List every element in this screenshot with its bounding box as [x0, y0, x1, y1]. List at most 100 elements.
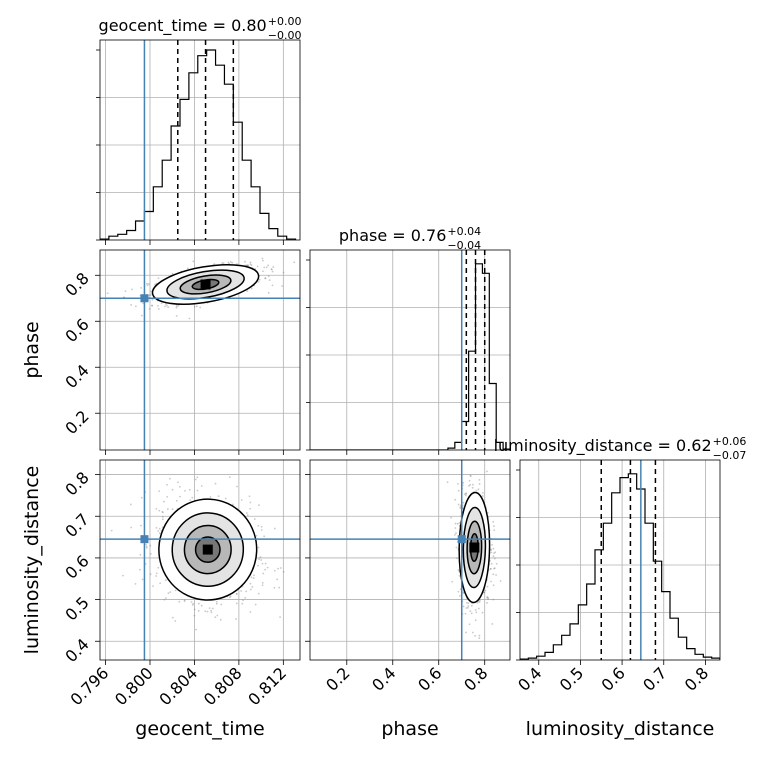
scatter-point	[174, 620, 177, 622]
scatter-point	[467, 606, 469, 609]
scatter-point	[183, 599, 186, 602]
scatter-point	[142, 302, 145, 305]
scatter-point	[465, 631, 467, 634]
scatter-point	[260, 529, 263, 531]
scatter-point	[175, 305, 178, 307]
scatter-point	[265, 266, 268, 269]
scatter-point	[455, 546, 458, 549]
scatter-point	[490, 562, 493, 565]
x-tick-label: 0.5	[556, 663, 587, 694]
scatter-point	[264, 277, 267, 279]
y-tick-label: 0.8	[61, 468, 92, 499]
scatter-point	[462, 591, 465, 594]
density-peak	[200, 279, 211, 290]
scatter-point	[200, 485, 203, 487]
scatter-point	[178, 485, 181, 488]
scatter-point	[267, 264, 270, 267]
scatter-point	[178, 600, 181, 603]
scatter-point	[272, 266, 275, 268]
scatter-point	[219, 618, 222, 621]
scatter-point	[157, 566, 160, 569]
scatter-point	[451, 580, 454, 583]
scatter-point	[193, 305, 196, 308]
scatter-point	[476, 444, 478, 446]
scatter-point	[184, 490, 186, 492]
scatter-point	[235, 593, 238, 595]
scatter-point	[221, 262, 224, 264]
x-tick-label: 0.812	[244, 663, 290, 709]
scatter-point	[257, 564, 259, 567]
scatter-point	[248, 495, 251, 498]
scatter-point	[157, 304, 159, 307]
scatter-point	[214, 616, 217, 619]
scatter-point	[246, 290, 249, 293]
scatter-point	[130, 526, 133, 529]
scatter-point	[457, 482, 459, 485]
scatter-point	[492, 598, 495, 601]
scatter-point	[258, 504, 260, 506]
scatter-point	[258, 558, 260, 561]
scatter-point	[124, 290, 127, 293]
scatter-point	[479, 599, 481, 602]
scatter-point	[150, 293, 152, 296]
scatter-point	[246, 264, 249, 267]
histogram-phase	[310, 263, 510, 450]
scatter-point	[106, 292, 109, 295]
scatter-point	[188, 488, 191, 491]
scatter-point	[490, 551, 493, 554]
scatter-point	[492, 573, 495, 576]
scatter-point	[166, 304, 168, 307]
scatter-point	[148, 307, 151, 310]
joint-phase-luminosity_distance	[310, 444, 510, 660]
scatter-point	[149, 544, 152, 547]
scatter-point	[262, 572, 265, 575]
scatter-point	[161, 510, 164, 513]
scatter-point	[245, 512, 248, 514]
scatter-point	[484, 589, 487, 592]
scatter-point	[260, 525, 263, 528]
scatter-point	[483, 591, 486, 594]
scatter-point	[164, 597, 167, 599]
scatter-point	[162, 511, 164, 514]
scatter-point	[489, 567, 492, 570]
scatter-point	[163, 500, 165, 503]
scatter-point	[490, 549, 492, 551]
scatter-point	[175, 499, 178, 502]
scatter-point	[457, 590, 460, 593]
scatter-point	[158, 532, 161, 535]
scatter-point	[149, 573, 152, 576]
scatter-point	[446, 481, 449, 484]
gridlines	[520, 460, 720, 660]
x-tick-label: 0.796	[67, 663, 113, 709]
scatter-point	[211, 607, 214, 610]
y-tick-label: 0.5	[61, 593, 92, 624]
scatter-point	[146, 284, 149, 287]
scatter-point	[456, 557, 458, 560]
scatter-point	[134, 582, 137, 585]
scatter-point	[210, 611, 213, 614]
scatter-point	[262, 270, 264, 273]
x-tick-label: 0.8	[460, 663, 491, 694]
scatter-point	[476, 602, 479, 604]
scatter-point	[151, 304, 153, 307]
scatter-point	[253, 574, 255, 577]
scatter-point	[222, 262, 225, 265]
scatter-point	[257, 592, 260, 595]
scatter-point	[231, 503, 234, 506]
scatter-point	[258, 278, 261, 281]
panel-title-phase: phase = 0.76	[339, 226, 446, 245]
scatter-point	[145, 546, 148, 549]
scatter-point	[475, 489, 478, 492]
scatter-point	[200, 604, 203, 607]
scatter-point	[278, 586, 281, 589]
scatter-point	[131, 288, 133, 291]
scatter-point	[247, 264, 249, 267]
scatter-point	[499, 580, 502, 582]
scatter-point	[140, 524, 142, 527]
scatter-point	[256, 265, 259, 268]
scatter-point	[264, 562, 267, 565]
scatter-point	[478, 637, 481, 639]
scatter-point	[454, 522, 457, 525]
scatter-point	[199, 306, 202, 309]
panel-frame	[99, 39, 301, 241]
